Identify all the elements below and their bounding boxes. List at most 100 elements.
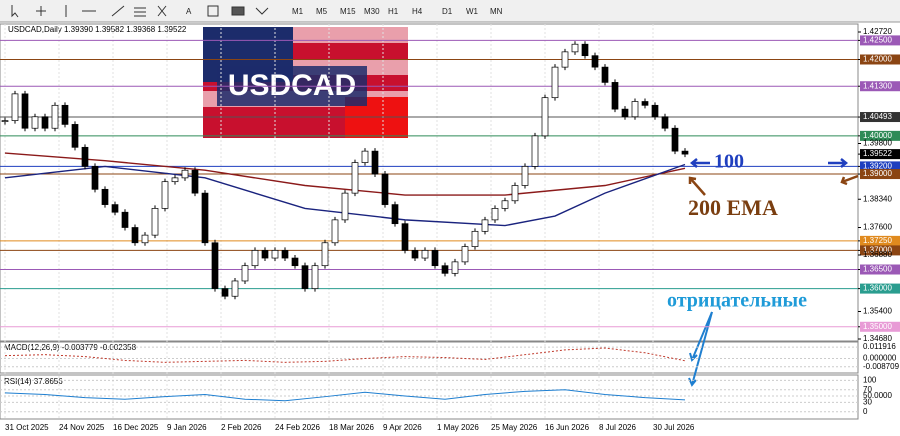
candle <box>201 192 209 244</box>
candle <box>551 66 559 99</box>
shapes-icon[interactable] <box>255 7 269 15</box>
y-tick-label: 1.38340 <box>863 194 892 203</box>
candle <box>601 66 609 83</box>
fibo-icon[interactable] <box>157 5 167 17</box>
x-tick-label: 25 May 2026 <box>491 423 538 432</box>
arrow-right-brown <box>840 174 859 186</box>
candle <box>221 288 229 297</box>
timeframe-button[interactable]: M5 <box>316 7 328 16</box>
candle <box>301 265 309 289</box>
candle <box>531 135 539 167</box>
candle <box>311 265 319 289</box>
candle <box>181 169 189 179</box>
annotation-negative: отрицательные <box>667 290 807 312</box>
candle <box>321 242 329 267</box>
rect-icon[interactable] <box>231 6 245 16</box>
indicator-tick-label: 50.0000 <box>863 391 892 400</box>
candle <box>261 250 269 259</box>
candle <box>461 246 469 263</box>
annotation-100: 100 <box>714 151 744 173</box>
candle <box>631 101 639 118</box>
candle <box>521 166 529 186</box>
candle <box>331 219 339 244</box>
y-tick-label: 1.42500 <box>863 36 892 45</box>
candle <box>91 166 99 190</box>
candle <box>471 230 479 247</box>
label-icon[interactable] <box>207 5 219 17</box>
timeframe-button[interactable]: H4 <box>412 7 423 16</box>
candle <box>541 97 549 137</box>
price-label-bg <box>860 35 900 46</box>
y-tick-label: 1.34680 <box>863 334 892 343</box>
timeframe-button[interactable]: M1 <box>292 7 304 16</box>
candle <box>291 257 299 267</box>
chart-header: USDCAD,Daily 1.39390 1.39582 1.39368 1.3… <box>8 25 187 34</box>
price-label-bg <box>860 321 900 332</box>
y-tick-label: 1.41300 <box>863 81 892 90</box>
trendline-icon[interactable] <box>111 5 125 17</box>
timeframes: M1 M5 M15 M30 H1 H4 D1 W1 MN <box>292 7 503 16</box>
y-tick-label: 1.39800 <box>863 139 892 148</box>
x-tick-label: 16 Jun 2026 <box>545 423 590 432</box>
timeframe-button[interactable]: M15 <box>340 7 356 16</box>
y-tick-label: 1.42720 <box>863 27 892 36</box>
candle <box>611 82 619 110</box>
candle <box>271 250 279 259</box>
x-tick-label: 16 Dec 2025 <box>113 423 159 432</box>
indicator-tick-label: 0 <box>863 407 868 416</box>
candle <box>491 208 499 221</box>
candle <box>281 250 289 259</box>
candle <box>11 93 19 121</box>
x-tick-label: 24 Nov 2025 <box>59 423 105 432</box>
price-label-bg <box>860 130 900 141</box>
timeframe-button[interactable]: H1 <box>388 7 399 16</box>
candle <box>1 120 9 122</box>
candle <box>211 242 219 289</box>
y-tick-label: 1.36000 <box>863 284 892 293</box>
banner-text: USDCAD <box>228 69 356 102</box>
candle <box>251 250 259 267</box>
indicator-tick-label: 70 <box>863 385 872 394</box>
arrow-right-blue <box>828 158 849 168</box>
annotation-arrows <box>688 158 859 387</box>
candle <box>341 192 349 221</box>
candle <box>561 51 569 68</box>
text-tool-icon[interactable]: A <box>186 7 192 16</box>
cursor-icon[interactable] <box>11 5 19 18</box>
x-tick-label: 9 Jan 2026 <box>167 423 207 432</box>
toolbar-icons: A <box>11 5 269 18</box>
x-tick-label: 24 Feb 2026 <box>275 423 320 432</box>
candle <box>161 181 169 209</box>
x-tick-label: 9 Apr 2026 <box>383 423 422 432</box>
candle <box>421 250 429 259</box>
rsi-panel <box>0 374 859 420</box>
candle <box>101 188 109 205</box>
candle <box>411 250 419 259</box>
crosshair-icon[interactable] <box>36 6 46 16</box>
arrow-200 <box>688 176 706 196</box>
candle <box>391 204 399 225</box>
y-tick-label: 1.42000 <box>863 55 892 64</box>
y-tick-label: 1.39000 <box>863 169 892 178</box>
candle <box>151 208 159 236</box>
macd-label: MACD(12,26,9) -0.003779 -0.002358 <box>4 343 137 352</box>
timeframe-button[interactable]: MN <box>490 7 503 16</box>
candle <box>141 234 149 244</box>
price-label-bg <box>860 81 900 92</box>
y-tick-label: 1.37250 <box>863 236 892 245</box>
candle <box>381 173 389 205</box>
candle <box>661 116 669 129</box>
timeframe-button[interactable]: D1 <box>442 7 453 16</box>
candle <box>481 219 489 232</box>
timeframe-button[interactable]: W1 <box>466 7 479 16</box>
candle <box>371 150 379 175</box>
arrow-macd <box>689 311 713 362</box>
candle <box>591 55 599 68</box>
arrow-100 <box>689 158 710 168</box>
channel-icon[interactable] <box>134 7 146 17</box>
indicator-tick-label: 0.011916 <box>863 342 896 351</box>
timeframe-button[interactable]: M30 <box>364 7 380 16</box>
price-label-bg <box>860 161 900 172</box>
candle <box>431 250 439 267</box>
